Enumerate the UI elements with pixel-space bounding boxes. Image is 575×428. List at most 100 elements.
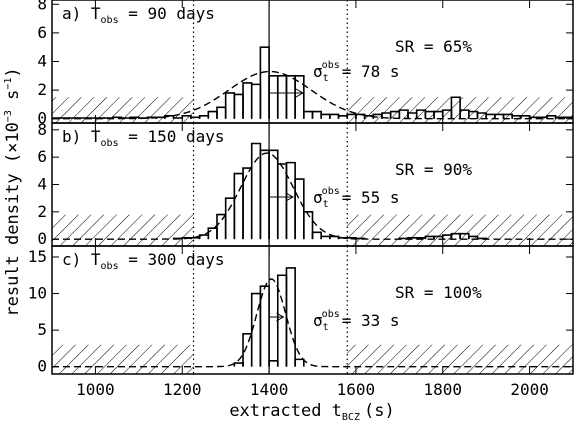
sigma-label: σt obs = 55 s	[313, 186, 400, 210]
histogram-bar	[224, 197, 236, 240]
histogram-bar	[294, 178, 305, 240]
y-tick-label: 6	[37, 23, 47, 42]
histogram-bar	[216, 106, 227, 119]
y-tick-label: 8	[37, 0, 47, 13]
histogram-bar	[294, 75, 305, 119]
sigma-sup: obs	[322, 60, 340, 71]
sigma-symbol: σ	[313, 62, 323, 81]
histogram-bar	[320, 113, 331, 119]
histogram-bar	[172, 117, 184, 119]
panel-label-value: = 300 days	[119, 250, 225, 269]
histogram-bar	[450, 96, 461, 119]
x-tick-label: 1000	[76, 380, 115, 399]
histogram-bar	[285, 161, 296, 240]
histogram-bar	[329, 235, 340, 240]
histogram-bar	[311, 231, 322, 240]
y-tick-label: 2	[37, 202, 47, 221]
x-tick-label: 1800	[423, 380, 462, 399]
y-tick-label: 2	[37, 80, 47, 99]
histogram-bar	[337, 115, 349, 119]
sigma-sub: t	[323, 73, 329, 84]
panel-label-value: = 90 days	[119, 4, 215, 23]
success-rate-label: SR = 90%	[395, 160, 472, 179]
sigma-arrow-head	[285, 192, 294, 202]
histogram-bar	[320, 235, 331, 240]
histogram-bar	[285, 267, 296, 367]
histogram-bar	[311, 110, 322, 119]
x-axis-title-sub: BCZ	[342, 412, 360, 423]
x-tick-label: 1400	[250, 380, 289, 399]
success-rate-label: SR = 100%	[395, 283, 482, 302]
histogram-bar	[242, 82, 253, 119]
sigma-symbol: σ	[313, 188, 323, 207]
sigma-symbol: σ	[313, 311, 323, 330]
y-axis-title-mid: s	[3, 90, 23, 110]
hatched-region-right	[347, 214, 573, 246]
panel-label-sub: obs	[101, 138, 119, 149]
sigma-arrow-head	[276, 312, 285, 322]
panel-label-prefix: b) T	[62, 127, 101, 146]
hatched-region-right	[347, 344, 573, 374]
histogram-bar	[207, 110, 218, 119]
y-tick-label: 0	[37, 109, 47, 128]
panel-label-prefix: c) T	[62, 250, 101, 269]
sigma-label: σt obs = 33 s	[313, 309, 400, 333]
histogram-bar	[250, 83, 262, 119]
x-axis-title-main: extracted t	[229, 401, 342, 421]
histogram-bar	[285, 75, 296, 119]
histogram-bar	[276, 274, 288, 367]
panel-label: a) Tobs = 90 days	[62, 4, 215, 26]
y-tick-label: 10	[28, 284, 47, 303]
y-axis-title-end: )	[3, 67, 23, 77]
histogram-bar	[329, 113, 340, 119]
sigma-label: σt obs = 78 s	[313, 60, 400, 84]
panel-label-value: = 150 days	[119, 127, 225, 146]
histogram-bar	[268, 149, 279, 240]
gaussian-fit	[52, 152, 573, 240]
x-axis-title-unit: (s)	[364, 401, 395, 421]
histogram-bar	[233, 362, 244, 367]
histogram-bar	[303, 211, 314, 240]
sigma-sub: t	[323, 199, 329, 210]
x-tick-label: 1200	[163, 380, 202, 399]
y-tick-label: 8	[37, 120, 47, 139]
panel-label: c) Tobs = 300 days	[62, 250, 225, 272]
sigma-value: = 33 s	[342, 311, 400, 330]
histogram-bar	[198, 115, 210, 119]
histogram-bar	[563, 116, 573, 119]
panel-label: b) Tobs = 150 days	[62, 127, 225, 149]
sigma-sup: obs	[322, 186, 340, 197]
panel-label-sub: obs	[101, 15, 119, 26]
y-tick-label: 5	[37, 320, 47, 339]
x-axis: 1000 1200 1400 1600 1800 2000	[76, 380, 549, 399]
sigma-value: = 78 s	[342, 62, 400, 81]
histogram-bar	[268, 360, 279, 367]
histogram-bar	[294, 358, 305, 367]
panel-frame	[51, 245, 574, 375]
histogram	[52, 46, 573, 119]
x-tick-label: 2000	[510, 380, 549, 399]
y-tick-label: 4	[37, 175, 47, 194]
histogram-bar	[276, 75, 288, 119]
x-axis-title: extracted tBCZ (s)	[229, 401, 394, 423]
y-tick-label: 0	[37, 357, 47, 376]
hatched-region-left	[52, 214, 194, 246]
y-axis-title-sup1: −3	[3, 110, 14, 122]
sigma-sub: t	[323, 322, 329, 333]
y-axis-title-main: result density (×10	[3, 122, 23, 316]
x-tick-label: 1600	[337, 380, 376, 399]
panel-label-sub: obs	[101, 261, 119, 272]
histogram-bar	[259, 46, 270, 119]
histogram-bar	[259, 149, 270, 240]
gaussian-fit	[52, 70, 573, 120]
histogram-bar	[216, 213, 227, 240]
histogram-bar	[303, 110, 314, 119]
sigma-sup: obs	[322, 309, 340, 320]
histogram-bar	[233, 172, 244, 240]
y-tick-label: 15	[28, 247, 47, 266]
